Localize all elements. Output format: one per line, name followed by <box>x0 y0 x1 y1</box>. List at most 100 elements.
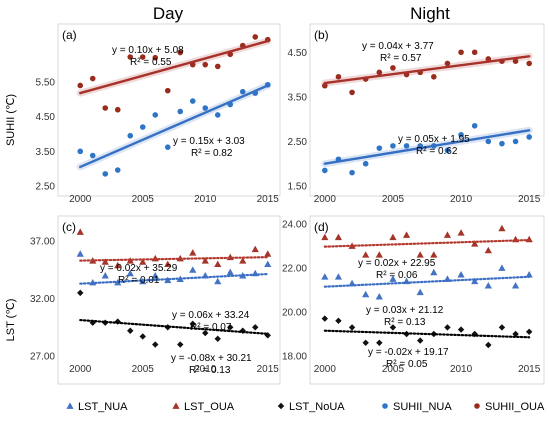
panel-b-trendline-suhii-oua <box>323 55 531 85</box>
panel-c-point-lst-noua <box>252 324 259 331</box>
panel-b-ytick-label: 1.50 <box>288 182 308 193</box>
panel-d-point-lst-nua <box>471 277 479 285</box>
panel-c-regression-equation: y = 0.02x + 35.29 <box>100 263 178 274</box>
panel-d-point-lst-oua <box>443 231 452 238</box>
panel-d-regression-equation: y = 0.02x + 22.95 <box>358 258 436 269</box>
panel-c-point-lst-oua <box>114 261 122 269</box>
legend-label-lst-noua: LST_NoUA <box>289 401 345 413</box>
panel-a-point-suhii-oua <box>89 75 96 82</box>
panel-b-ytick-label: 3.50 <box>288 92 308 103</box>
panel-a-ytick-label: 2.50 <box>36 182 56 193</box>
panel-b-point-suhii-nua <box>471 123 478 129</box>
legend-marker-suhii-nua <box>382 403 388 409</box>
panel-c-point-lst-oua <box>251 245 259 253</box>
panel-b-xtick-label: 2000 <box>314 194 337 205</box>
panel-b-point-suhii-nua <box>322 167 328 174</box>
panel-b-point-suhii-nua <box>390 143 396 149</box>
panel-a-point-suhii-oua <box>139 54 146 60</box>
panel-b-xtick-label: 2015 <box>518 194 541 205</box>
panel-a-point-suhii-nua <box>127 132 134 139</box>
panel-a-ytick-label: 3.50 <box>36 147 56 158</box>
panel-b-ytick-label: 4.50 <box>288 48 308 59</box>
panel-a-point-suhii-oua <box>114 106 121 113</box>
panel-d-ytick-label: 22.00 <box>282 264 307 275</box>
y-axis-label-lst: LST (℃) <box>5 299 17 342</box>
panel-c-point-lst-noua <box>77 289 84 297</box>
panel-c-trendline-lst-oua <box>79 256 269 262</box>
panel-d-point-lst-nua <box>362 290 370 298</box>
title-night: Night <box>410 4 450 23</box>
panel-a-xtick-label: 2015 <box>257 194 280 205</box>
panel-d-point-lst-nua <box>416 288 424 296</box>
panel-b-point-suhii-nua <box>444 147 451 154</box>
panel-d-xtick-label: 2010 <box>450 364 473 375</box>
panel-a-regression-equation: y = 0.10x + 5.08 <box>112 45 184 56</box>
panel-c-point-lst-noua <box>164 324 171 331</box>
panel-a-point-suhii-oua <box>152 54 159 61</box>
panel-c-point-lst-nua <box>101 272 109 279</box>
panel-a-point-suhii-oua <box>127 54 134 60</box>
legend-label-suhii-nua: SUHII_NUA <box>393 401 452 413</box>
panel-a-trendline-suhii-nua <box>79 84 269 169</box>
panel-a-point-suhii-nua <box>164 144 171 150</box>
panel-a-r-squared: R² = 0.55 <box>130 57 172 68</box>
panel-d-point-lst-nua <box>457 271 465 278</box>
panel-a-trendline-suhii-oua <box>79 39 269 95</box>
panel-d-point-lst-noua <box>348 324 356 331</box>
panel-c-point-lst-nua <box>126 269 134 277</box>
panel-d-point-lst-nua <box>498 264 506 271</box>
panel-a-point-suhii-nua <box>139 124 146 130</box>
panel-c-frame <box>57 215 281 385</box>
panel-b-point-suhii-oua <box>471 49 478 56</box>
panel-c-point-lst-oua <box>139 258 147 265</box>
panel-b-point-suhii-oua <box>512 58 519 64</box>
panel-a-frame <box>57 23 281 197</box>
panel-b-xtick-label: 2010 <box>450 194 473 205</box>
panel-b-point-suhii-nua <box>512 138 519 145</box>
panel-c-ytick-label: 37.00 <box>30 237 55 248</box>
panel-c-point-lst-nua <box>189 266 197 273</box>
panel-c-point-lst-oua <box>201 257 209 264</box>
panel-d-point-lst-oua <box>321 233 329 241</box>
panel-a-point-suhii-oua <box>252 34 259 40</box>
panel-c-point-lst-nua <box>164 276 172 284</box>
legend-marker-lst-noua <box>277 402 285 410</box>
panel-d-point-lst-oua <box>375 251 383 258</box>
panel-a-point-suhii-oua <box>164 87 171 94</box>
legend-label-suhii-oua: SUHII_OUA <box>485 401 545 413</box>
panel-c-r-squared: R² = 0.07 <box>190 322 232 333</box>
panel-c-point-lst-noua <box>177 341 184 348</box>
panel-a-xtick-label: 2005 <box>132 194 155 205</box>
panel-d-label: (d) <box>314 220 329 234</box>
panel-c-point-lst-noua <box>214 335 221 342</box>
panel-c-trendline-lst-noua <box>79 318 269 335</box>
y-axis-label-suhii: SUHII (℃) <box>5 94 17 146</box>
legend-marker-suhii-oua <box>474 403 480 409</box>
panel-b-xtick-label: 2005 <box>382 194 405 205</box>
panel-c-r-squared: R² = 0.01 <box>118 275 160 286</box>
title-day: Day <box>153 4 184 23</box>
panel-c-point-lst-noua <box>139 333 146 340</box>
panel-d-ytick-label: 20.00 <box>282 308 307 319</box>
panel-c-point-lst-oua <box>76 228 84 235</box>
panel-d-point-lst-oua <box>471 240 479 247</box>
panel-a-regression-equation: y = 0.15x + 3.03 <box>173 136 245 147</box>
panel-c-point-lst-nua <box>151 272 159 279</box>
panel-d-point-lst-oua <box>430 251 438 258</box>
panel-a-point-suhii-nua <box>177 108 184 115</box>
panel-d-point-lst-noua <box>525 328 533 335</box>
panel-d-point-lst-noua <box>389 324 397 331</box>
panel-a-point-suhii-nua <box>214 112 221 118</box>
panel-d-frame <box>309 215 545 385</box>
panel-a-ytick-label: 4.50 <box>36 112 56 123</box>
panel-c-xtick-label: 2005 <box>132 364 155 375</box>
panel-b-label: (b) <box>314 28 329 42</box>
panel-d-trendline-lst-oua <box>323 238 531 248</box>
panel-c-xtick-label: 2000 <box>69 364 92 375</box>
panel-c-point-lst-nua <box>226 268 234 276</box>
panel-c-xtick-label: 2010 <box>194 364 217 375</box>
panel-d-point-lst-nua <box>525 271 533 278</box>
panel-b-point-suhii-nua <box>458 131 464 138</box>
panel-b-regression-equation: y = 0.04x + 3.77 <box>362 41 434 52</box>
panel-d: 18.00 20.00 22.00 24.00 2000 2005 2010 2015 y = … <box>282 220 541 376</box>
